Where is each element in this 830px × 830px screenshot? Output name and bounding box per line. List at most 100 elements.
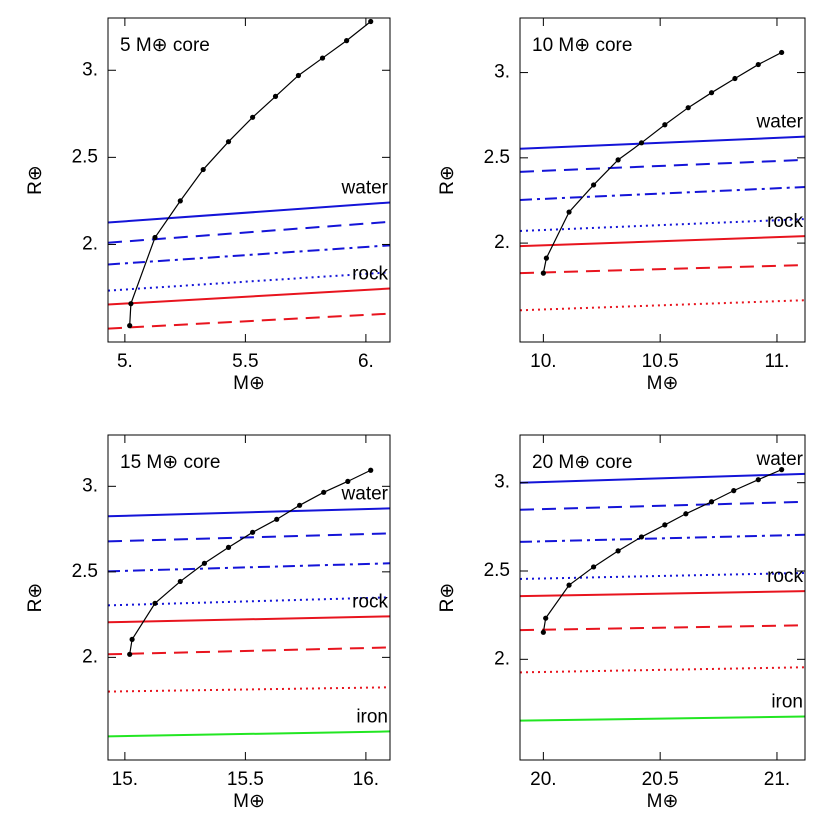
- data-point: [779, 467, 785, 473]
- series-line: [108, 271, 390, 292]
- series-line: [108, 312, 390, 330]
- series-line: [542, 51, 782, 274]
- panel-title: 15 M⊕ core: [120, 452, 220, 473]
- data-point: [127, 651, 133, 657]
- panel: water rock 10. 10.5 11. 2. 2.5 3. 10 M⊕ core M⊕ R⊕: [437, 17, 806, 394]
- series-line: [108, 220, 390, 244]
- y-tick-label: 2.: [82, 646, 98, 667]
- series-line: [129, 469, 371, 655]
- plot-area: [520, 467, 805, 722]
- plot-frame: [519, 17, 806, 343]
- line-label: water: [341, 483, 389, 504]
- data-point: [683, 511, 689, 517]
- data-point: [225, 544, 232, 550]
- series-line: [108, 507, 390, 518]
- x-tick-label: 6.: [358, 351, 374, 372]
- x-tick-label: 20.: [530, 769, 556, 790]
- data-point: [779, 49, 785, 56]
- x-tick-label: 15.: [112, 769, 138, 790]
- x-tick-label: 10.5: [642, 351, 679, 372]
- data-point: [200, 166, 206, 173]
- line-label: rock: [352, 591, 388, 612]
- series-line: [520, 135, 805, 150]
- data-point: [129, 636, 135, 643]
- series-line: [520, 472, 805, 484]
- x-axis-label: M⊕: [233, 373, 265, 394]
- data-point: [177, 198, 183, 204]
- series-line: [520, 299, 805, 312]
- data-point: [543, 615, 549, 621]
- line-label: water: [341, 177, 389, 198]
- plot-frame: [107, 434, 391, 761]
- data-point: [590, 564, 597, 570]
- data-point: [708, 90, 715, 96]
- y-tick-label: 3.: [82, 59, 98, 80]
- x-tick-label: 16.: [353, 769, 379, 790]
- series-line: [520, 666, 805, 674]
- x-axis-label: M⊕: [233, 791, 265, 812]
- series-line: [520, 624, 805, 632]
- data-point: [615, 548, 621, 554]
- series-line: [108, 532, 390, 543]
- line-label: iron: [356, 706, 388, 727]
- series-line: [129, 21, 372, 326]
- series-line: [520, 158, 805, 173]
- x-tick-label: 5.5: [232, 351, 258, 372]
- data-point: [344, 38, 350, 44]
- panel: water rock iron 20. 20.5 21. 2. 2.5 3. 20 M⊕ core…: [437, 434, 806, 812]
- y-tick-label: 2.5: [72, 146, 98, 167]
- plot-area: [520, 49, 805, 312]
- plot-area: [108, 467, 390, 738]
- data-point: [638, 534, 645, 540]
- line-label: water: [756, 112, 804, 133]
- panel: water rock iron 15. 15.5 16. 2. 2.5 3. 15 M⊕ core…: [25, 434, 391, 812]
- x-tick-label: 11.: [764, 351, 789, 372]
- data-point: [540, 270, 546, 276]
- x-axis-label: M⊕: [647, 791, 679, 812]
- y-tick-label: 2.: [494, 648, 510, 669]
- y-tick-label: 2.: [82, 233, 98, 254]
- data-point: [755, 61, 761, 68]
- plot-frame: [519, 434, 806, 761]
- data-point: [368, 18, 374, 25]
- data-point: [321, 489, 327, 495]
- data-point: [685, 105, 691, 111]
- series-line: [108, 244, 390, 266]
- panel-title: 20 M⊕ core: [532, 452, 632, 473]
- data-point: [662, 522, 668, 528]
- series-line: [520, 500, 805, 511]
- y-axis-label: R⊕: [25, 165, 46, 195]
- line-label: rock: [767, 211, 803, 232]
- data-point: [295, 72, 302, 79]
- data-point: [590, 182, 597, 188]
- data-point: [543, 255, 549, 261]
- data-point: [345, 478, 351, 484]
- series-line: [520, 590, 805, 598]
- series-line: [520, 185, 805, 201]
- y-axis-label: R⊕: [437, 165, 458, 195]
- data-point: [732, 75, 738, 82]
- plot-area: [108, 18, 390, 330]
- series-line: [108, 201, 390, 224]
- data-point: [755, 477, 761, 483]
- x-tick-label: 21.: [764, 769, 790, 790]
- series-line: [108, 646, 390, 656]
- data-point: [615, 157, 621, 163]
- x-axis-label: M⊕: [647, 373, 679, 394]
- data-point: [566, 209, 572, 215]
- y-tick-label: 2.: [494, 232, 510, 253]
- series-line: [542, 469, 782, 633]
- plot-frame: [107, 17, 391, 343]
- data-point: [250, 529, 256, 535]
- x-tick-label: 20.5: [642, 769, 679, 790]
- series-line: [520, 715, 805, 722]
- series-line: [108, 596, 390, 607]
- series-line: [520, 235, 805, 248]
- line-label: rock: [352, 264, 388, 285]
- data-point: [368, 467, 374, 473]
- panel-title: 10 M⊕ core: [532, 35, 632, 56]
- data-point: [225, 139, 232, 145]
- y-tick-label: 2.5: [72, 561, 98, 582]
